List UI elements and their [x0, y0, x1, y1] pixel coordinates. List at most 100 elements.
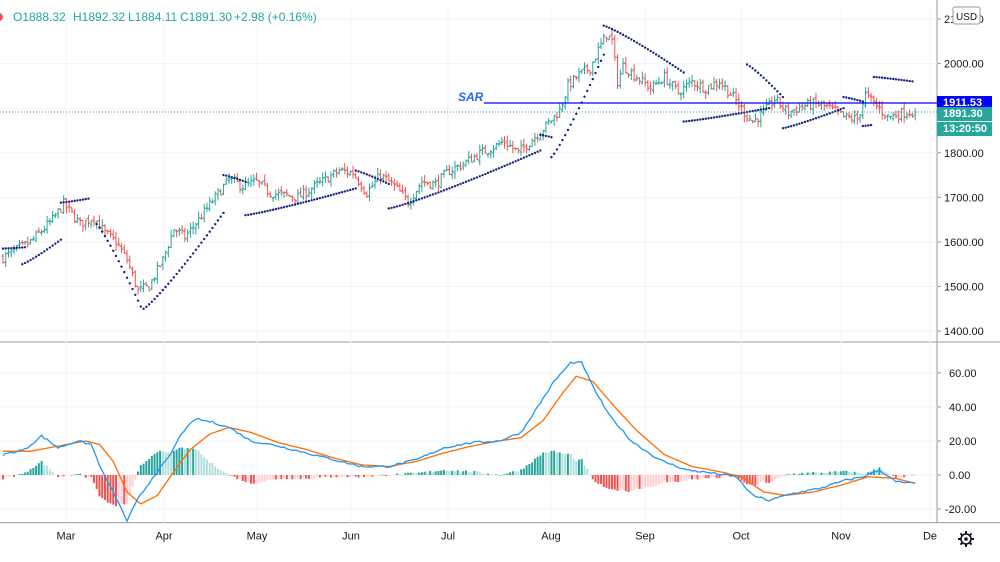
candle[interactable]: [23, 240, 27, 246]
candle[interactable]: [406, 194, 410, 208]
candle[interactable]: [654, 79, 658, 86]
candle[interactable]: [875, 97, 879, 110]
candle[interactable]: [219, 188, 223, 196]
candles[interactable]: [1, 29, 917, 295]
candle[interactable]: [387, 173, 391, 182]
candle[interactable]: [756, 118, 760, 128]
candle[interactable]: [359, 181, 363, 192]
candle[interactable]: [847, 112, 851, 119]
candle[interactable]: [494, 142, 498, 150]
candle[interactable]: [197, 211, 201, 229]
candle[interactable]: [103, 224, 107, 235]
candle[interactable]: [519, 139, 523, 157]
candle[interactable]: [164, 250, 167, 262]
candle[interactable]: [698, 78, 702, 94]
candle[interactable]: [872, 95, 876, 107]
candle[interactable]: [244, 176, 247, 191]
candle[interactable]: [34, 230, 38, 243]
candle[interactable]: [257, 179, 261, 188]
candle[interactable]: [189, 222, 192, 239]
candle[interactable]: [897, 110, 901, 124]
candle[interactable]: [751, 119, 754, 124]
candle[interactable]: [748, 114, 752, 122]
candle[interactable]: [869, 92, 873, 103]
candle[interactable]: [260, 181, 264, 186]
candle[interactable]: [660, 81, 664, 85]
candle[interactable]: [128, 255, 132, 270]
candle[interactable]: [89, 219, 93, 228]
candle[interactable]: [62, 195, 66, 214]
candle[interactable]: [682, 80, 686, 99]
candle[interactable]: [238, 179, 242, 193]
candle[interactable]: [87, 214, 90, 228]
candle[interactable]: [301, 184, 305, 201]
candle[interactable]: [855, 110, 859, 125]
candle[interactable]: [555, 112, 559, 122]
candle[interactable]: [139, 281, 143, 293]
candle[interactable]: [51, 210, 55, 224]
candle[interactable]: [726, 85, 730, 99]
candle[interactable]: [550, 120, 553, 124]
candle[interactable]: [183, 227, 187, 243]
candle[interactable]: [850, 113, 854, 124]
candle[interactable]: [475, 153, 479, 161]
candle[interactable]: [525, 143, 529, 154]
candle[interactable]: [674, 80, 677, 90]
candle[interactable]: [285, 188, 289, 197]
candle[interactable]: [326, 176, 330, 183]
candle[interactable]: [627, 72, 630, 78]
candle[interactable]: [789, 110, 793, 119]
candle[interactable]: [503, 136, 506, 149]
candle[interactable]: [117, 237, 121, 247]
candle[interactable]: [828, 100, 832, 109]
candle[interactable]: [401, 184, 405, 194]
candle[interactable]: [618, 69, 622, 89]
candle[interactable]: [594, 58, 597, 63]
candle[interactable]: [208, 196, 212, 212]
candle[interactable]: [78, 216, 82, 226]
candle[interactable]: [428, 181, 432, 190]
candle[interactable]: [329, 171, 333, 187]
candle[interactable]: [155, 261, 159, 284]
candle[interactable]: [235, 173, 239, 183]
candle[interactable]: [395, 180, 399, 188]
candle[interactable]: [536, 134, 540, 143]
candle[interactable]: [48, 217, 52, 226]
candle[interactable]: [489, 149, 493, 159]
candle[interactable]: [180, 225, 184, 235]
candle[interactable]: [125, 249, 129, 264]
candle[interactable]: [304, 185, 308, 202]
candle[interactable]: [136, 285, 140, 295]
candle[interactable]: [191, 221, 195, 235]
candle[interactable]: [169, 229, 173, 249]
candle[interactable]: [905, 111, 909, 120]
candle[interactable]: [211, 198, 214, 204]
candle[interactable]: [81, 219, 85, 233]
candle[interactable]: [712, 76, 716, 91]
candle[interactable]: [279, 186, 283, 196]
candle[interactable]: [723, 80, 727, 91]
candle[interactable]: [696, 80, 699, 92]
candle[interactable]: [577, 67, 581, 83]
candle[interactable]: [478, 144, 482, 166]
candle[interactable]: [464, 159, 468, 167]
candle[interactable]: [803, 102, 807, 111]
candle[interactable]: [566, 78, 570, 103]
candle[interactable]: [508, 139, 512, 148]
candle[interactable]: [351, 165, 355, 179]
candle[interactable]: [324, 171, 327, 184]
candle[interactable]: [833, 100, 837, 110]
candle[interactable]: [731, 87, 735, 98]
candle[interactable]: [268, 191, 272, 198]
candle[interactable]: [902, 102, 906, 124]
candle[interactable]: [459, 161, 462, 172]
candle[interactable]: [671, 81, 675, 91]
candle[interactable]: [1, 254, 5, 264]
candle[interactable]: [255, 172, 258, 181]
candle[interactable]: [142, 279, 145, 293]
candle[interactable]: [858, 114, 862, 123]
candle[interactable]: [613, 35, 617, 61]
candle[interactable]: [412, 194, 416, 206]
candle[interactable]: [767, 98, 771, 106]
